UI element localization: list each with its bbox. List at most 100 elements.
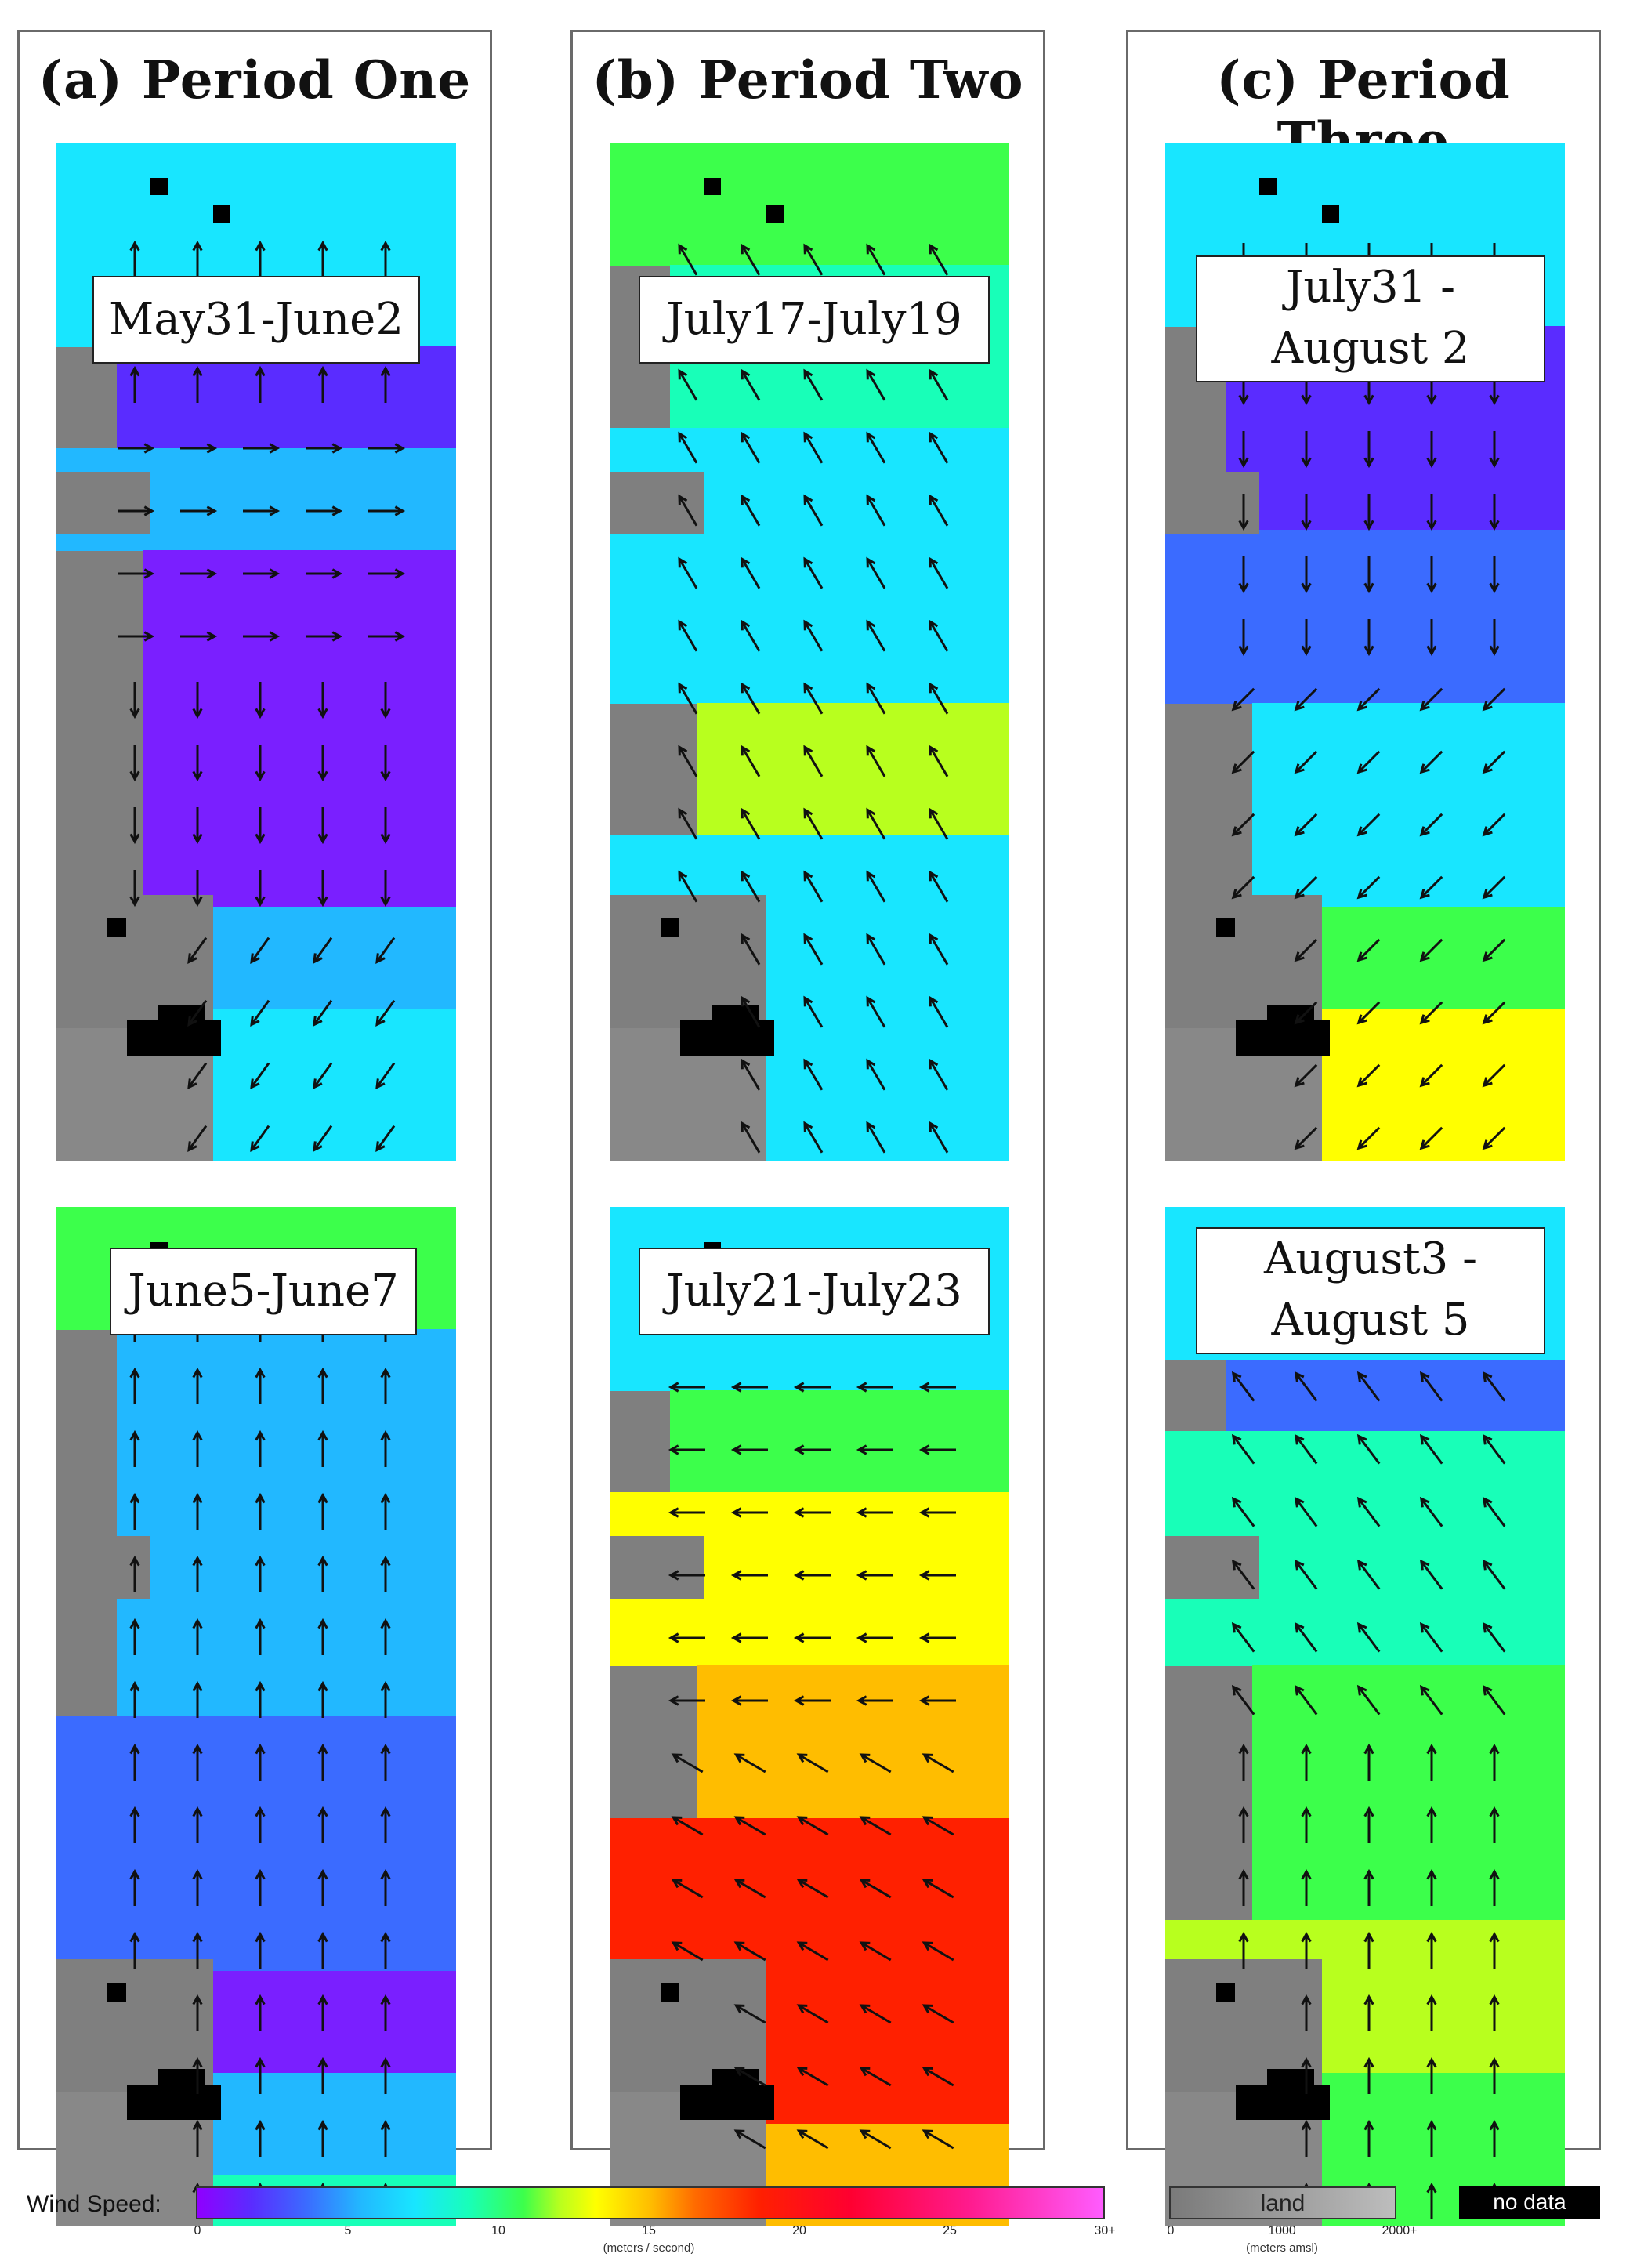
wind-arrow	[856, 1632, 893, 1643]
wind-arrow	[866, 1121, 886, 1154]
wind-arrow	[733, 1816, 766, 1836]
wind-arrow	[306, 568, 343, 579]
wind-arrow	[313, 999, 333, 1027]
wind-arrow	[803, 1121, 824, 1154]
wind-arrow	[192, 1618, 203, 1655]
wind-arrow	[1301, 1806, 1312, 1843]
wind-arrow	[741, 807, 761, 840]
wind-arrow	[255, 240, 266, 277]
wind-arrow	[1419, 750, 1443, 774]
wind-arrow	[668, 1570, 705, 1581]
wind-arrow	[866, 933, 886, 966]
wind-arrow	[1426, 1743, 1437, 1781]
wind-arrow	[1294, 1063, 1318, 1088]
wind-arrow	[859, 2129, 892, 2150]
wind-arrow	[678, 556, 698, 589]
wind-arrow	[250, 1125, 270, 1152]
wind-arrow	[922, 2067, 954, 2087]
wind-arrow	[1482, 1496, 1506, 1527]
wind-arrow	[866, 494, 886, 527]
wind-arrow	[796, 1941, 829, 1962]
wind-arrow	[1231, 1559, 1255, 1590]
wind-arrow	[129, 807, 140, 845]
wind-arrow	[1238, 619, 1249, 657]
wind-arrow	[929, 243, 949, 276]
wind-arrow	[803, 1058, 824, 1091]
wind-arrow	[1301, 2056, 1312, 2094]
wind-arrow	[803, 494, 824, 527]
wind-arrow	[678, 745, 698, 777]
wind-arrow	[803, 870, 824, 903]
wind-arrow	[1489, 494, 1500, 531]
wind-arrow	[380, 2056, 391, 2094]
wind-arrow	[380, 365, 391, 403]
wind-arrow	[922, 1941, 954, 1962]
wind-arrow	[306, 505, 343, 516]
wind-arrow	[796, 1879, 829, 1899]
wind-arrow	[380, 1806, 391, 1843]
wind-arrow	[250, 937, 270, 964]
colorbar-units: (meters / second)	[603, 2241, 695, 2255]
wind-arrow	[859, 1816, 892, 1836]
colorbar-tick: 20	[792, 2224, 806, 2237]
wind-arrow	[380, 1367, 391, 1404]
wind-arrow	[929, 1121, 949, 1154]
wind-arrow	[741, 431, 761, 464]
wind-arrow	[368, 568, 406, 579]
wind-arrow	[922, 1879, 954, 1899]
wind-arrow	[1363, 1931, 1374, 1969]
wind-arrow	[922, 1753, 954, 1773]
wind-arrow	[668, 1695, 705, 1706]
wind-arrow	[796, 1753, 829, 1773]
wind-arrow	[918, 1444, 956, 1455]
wind-arrow	[380, 745, 391, 782]
wind-arrow	[1356, 813, 1381, 837]
wind-arrow	[929, 494, 949, 527]
wind-arrow	[1482, 813, 1506, 837]
wind-arrow	[129, 365, 140, 403]
date-label-c-top: July31 - August 2	[1196, 255, 1545, 382]
wind-arrow	[678, 807, 698, 840]
wind-arrow	[118, 505, 155, 516]
wind-arrow	[317, 1680, 328, 1718]
wind-arrow	[180, 443, 218, 454]
wind-arrow	[1294, 1496, 1318, 1527]
wind-arrow	[317, 1492, 328, 1530]
date-label-a-bottom: June5-June7	[110, 1248, 417, 1335]
wind-arrow	[313, 1125, 333, 1152]
wind-arrow	[859, 1879, 892, 1899]
land-units: (meters amsl)	[1246, 2241, 1318, 2255]
wind-arrow	[741, 995, 761, 1028]
wind-arrow	[1301, 1931, 1312, 1969]
wind-arrow	[375, 937, 396, 964]
wind-arrow	[380, 870, 391, 908]
wind-arrow	[1238, 1743, 1249, 1781]
wind-arrow	[793, 1570, 831, 1581]
wind-arrow	[192, 1492, 203, 1530]
wind-arrow	[1294, 687, 1318, 712]
wind-arrow	[668, 1382, 705, 1393]
wind-arrow	[380, 1931, 391, 1969]
wind-arrow	[866, 682, 886, 715]
wind-arrow	[1419, 813, 1443, 837]
wind-arrow	[317, 870, 328, 908]
wind-arrow	[368, 631, 406, 642]
wind-arrow	[1301, 2119, 1312, 2157]
wind-arrow	[187, 1062, 208, 1089]
wind-arrow	[1294, 1001, 1318, 1025]
wind-arrow	[929, 807, 949, 840]
wind-arrow	[317, 1868, 328, 1906]
wind-arrow	[1301, 1868, 1312, 1906]
wind-arrow	[1294, 750, 1318, 774]
wind-arrow	[918, 1632, 956, 1643]
wind-arrow	[368, 443, 406, 454]
wind-arrow	[803, 368, 824, 401]
wind-map-b-bottom	[610, 1207, 1009, 2226]
wind-arrow	[317, 240, 328, 277]
wind-arrow	[866, 807, 886, 840]
wind-arrow	[1356, 1001, 1381, 1025]
wind-arrow	[1356, 938, 1381, 962]
wind-arrow	[922, 2129, 954, 2150]
wind-arrow	[317, 745, 328, 782]
wind-arrow	[1294, 1621, 1318, 1653]
